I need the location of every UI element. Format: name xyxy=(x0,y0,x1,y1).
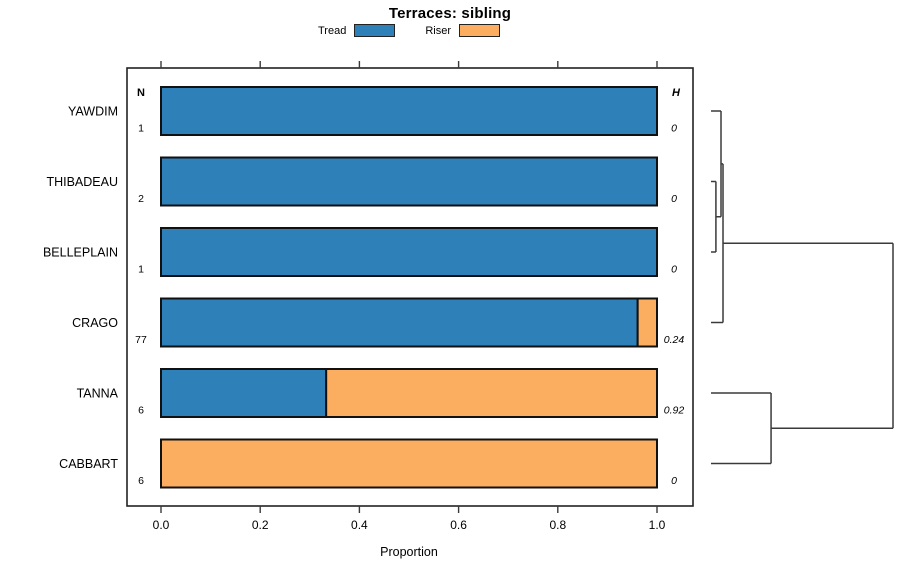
x-tick-label: 0.0 xyxy=(153,518,170,532)
category-label: CABBART xyxy=(59,457,118,471)
n-value: 1 xyxy=(138,264,144,276)
h-column-header: H xyxy=(672,87,681,99)
h-value: 0.24 xyxy=(664,334,685,346)
h-value: 0 xyxy=(671,193,677,205)
bar-segment-riser xyxy=(160,438,658,489)
chart-title: Terraces: sibling xyxy=(388,5,512,22)
h-value: 0 xyxy=(671,123,677,135)
plot-box xyxy=(126,67,694,507)
bar-segment-riser xyxy=(636,297,659,348)
legend-item-tread: Tread xyxy=(318,24,396,37)
x-tick-label: 0.8 xyxy=(549,518,566,532)
bar-segment-tread xyxy=(160,227,658,277)
bar-segment-tread xyxy=(160,368,328,418)
n-value: 77 xyxy=(135,334,147,346)
legend-label-riser: Riser xyxy=(425,24,451,37)
category-label: BELLEPLAIN xyxy=(43,246,118,260)
n-value: 1 xyxy=(138,123,144,135)
bar-segment-riser xyxy=(325,368,658,418)
n-value: 6 xyxy=(138,405,144,417)
n-column-header: N xyxy=(137,87,145,99)
n-value: 2 xyxy=(138,193,144,205)
bar-segment-tread xyxy=(160,297,639,348)
legend-swatch-tread xyxy=(354,24,396,37)
category-label: CRAGO xyxy=(72,316,118,330)
h-value: 0.92 xyxy=(664,405,685,417)
legend-item-riser: Riser xyxy=(425,24,500,37)
x-tick-label: 0.2 xyxy=(252,518,269,532)
x-tick-label: 0.4 xyxy=(351,518,368,532)
x-axis-label: Proportion xyxy=(380,545,438,559)
legend-label-tread: Tread xyxy=(318,24,347,37)
category-label: TANNA xyxy=(77,387,119,401)
bar-segment-tread xyxy=(160,86,658,136)
h-value: 0 xyxy=(671,264,677,276)
bar-segment-tread xyxy=(160,156,658,207)
category-label: YAWDIM xyxy=(68,105,118,119)
x-tick-label: 1.0 xyxy=(649,518,666,532)
legend: Tread Riser xyxy=(0,24,859,37)
h-value: 0 xyxy=(671,475,677,487)
x-tick-label: 0.6 xyxy=(450,518,467,532)
legend-swatch-riser xyxy=(459,24,500,37)
category-label: THIBADEAU xyxy=(46,175,118,189)
n-value: 6 xyxy=(138,475,144,487)
